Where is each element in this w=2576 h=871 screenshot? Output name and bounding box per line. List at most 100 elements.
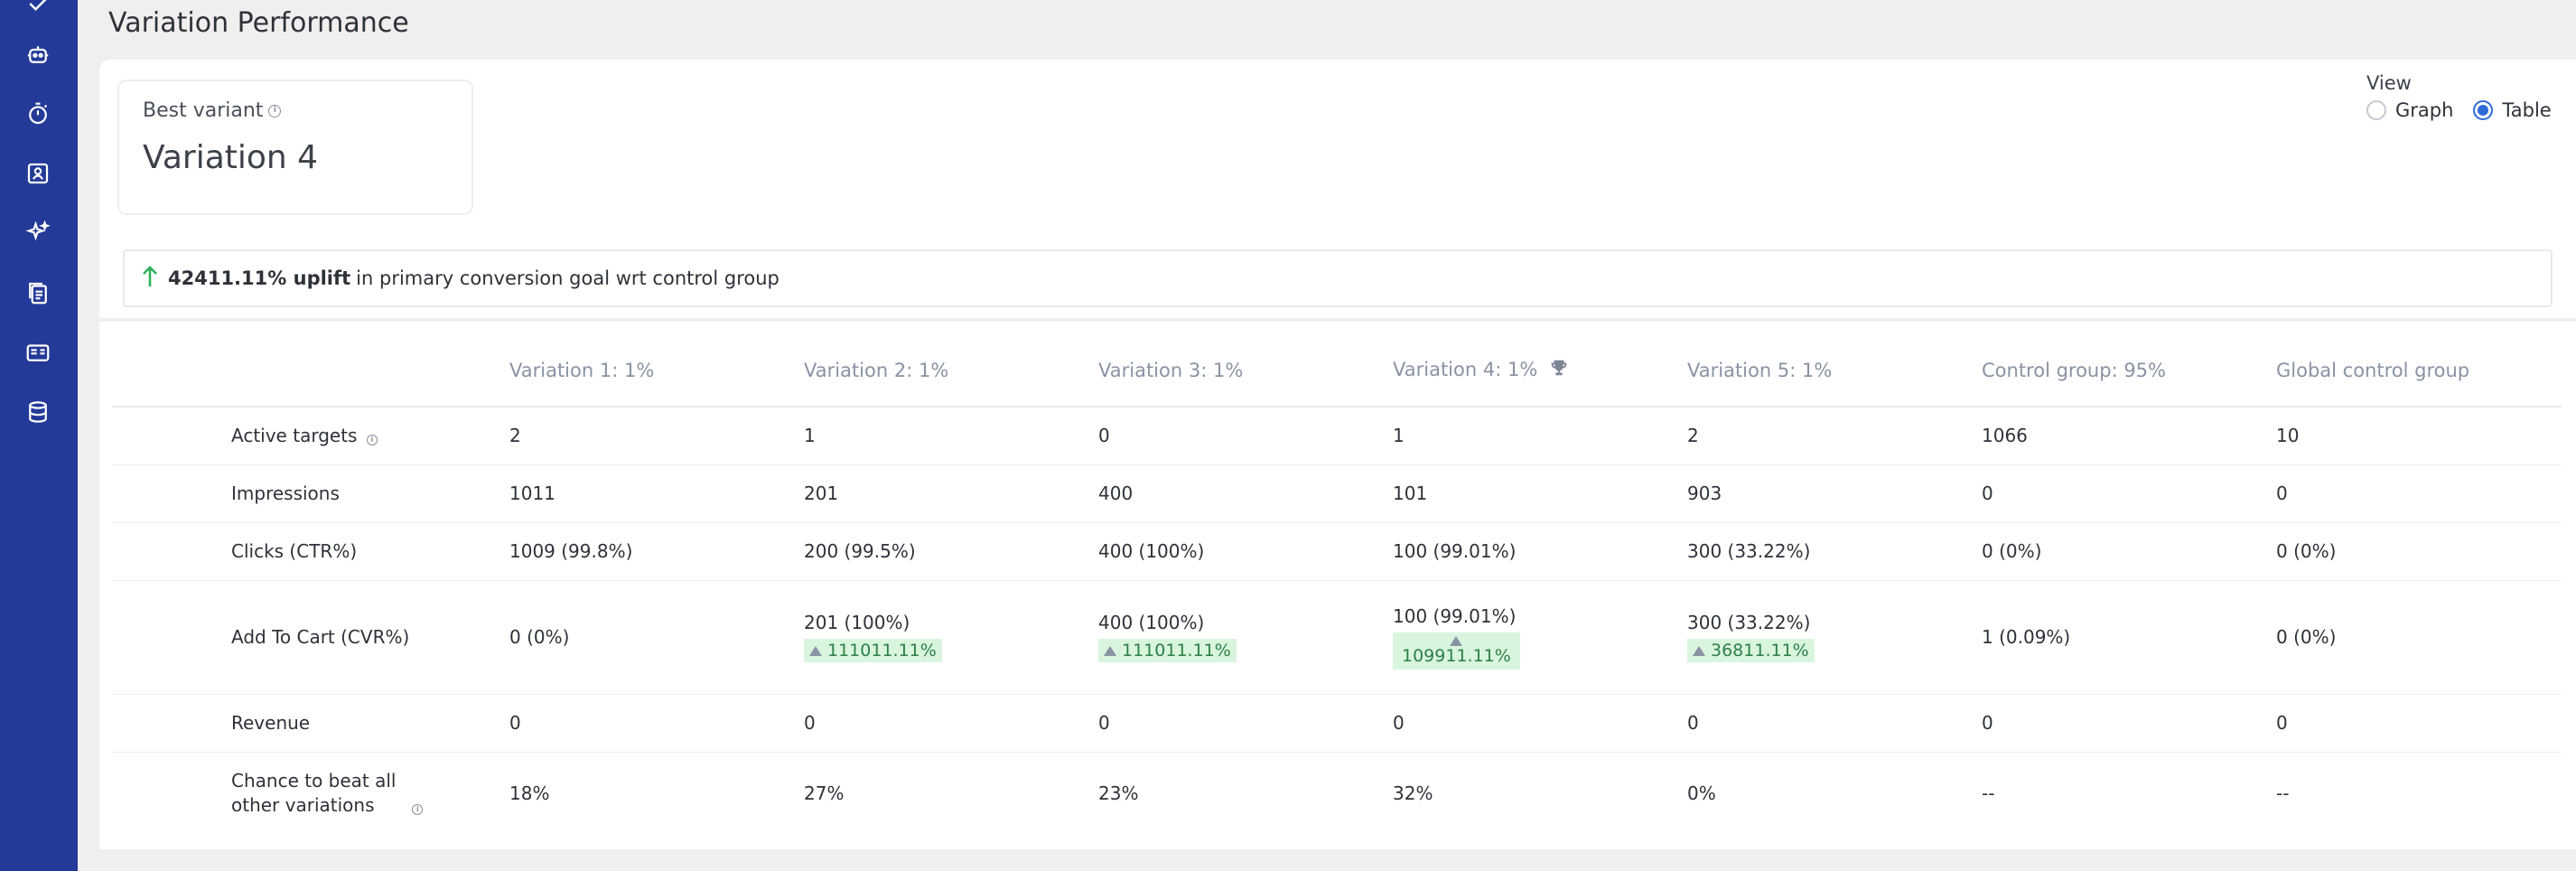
row-label: Clicks (CTR%) bbox=[112, 522, 509, 581]
row-label: Impressions bbox=[112, 464, 509, 523]
view-label: View bbox=[2366, 72, 2412, 94]
table-cell: 32% bbox=[1393, 782, 1433, 805]
uplift-banner: 42411.11% uplift in primary conversion g… bbox=[123, 249, 2553, 307]
cell-value: 100 (99.01%) bbox=[1393, 604, 1517, 627]
column-header: Variation 5: 1% bbox=[1687, 334, 1982, 407]
cell-value: 201 (100%) bbox=[804, 612, 910, 633]
table-cell: 0 (0%) bbox=[2276, 580, 2562, 695]
triangle-up-icon bbox=[1450, 635, 1463, 646]
triangle-up-icon bbox=[1693, 645, 1705, 656]
table-cell: 0 bbox=[1982, 464, 2276, 523]
table-row: Clicks (CTR%) 1009 (99.8%) 200 (99.5%) 4… bbox=[112, 522, 2562, 581]
table-cell: 0 (0%) bbox=[1982, 522, 2276, 581]
triangle-up-icon bbox=[809, 645, 822, 656]
column-header: Variation 1: 1% bbox=[509, 334, 804, 407]
table-cell: 300 (33.22%) bbox=[1687, 522, 1982, 581]
id-card-icon[interactable] bbox=[20, 334, 56, 370]
table-cell: 0 bbox=[804, 694, 1098, 753]
row-label-text: Active targets bbox=[231, 425, 358, 447]
table-cell: -- bbox=[2276, 782, 2290, 805]
table-header-empty bbox=[112, 334, 509, 407]
table-cell: 1011 bbox=[509, 464, 804, 523]
table-cell: -- bbox=[1982, 782, 1995, 805]
uplift-badge-text: 109911.11% bbox=[1402, 645, 1511, 666]
graph-radio[interactable] bbox=[2366, 100, 2386, 120]
cell-value: 300 (33.22%) bbox=[1687, 612, 1811, 633]
arrow-up-icon bbox=[141, 265, 159, 293]
contact-card-icon[interactable] bbox=[20, 155, 56, 192]
info-icon[interactable]: i bbox=[412, 804, 424, 816]
row-label-text: Chance to beat all other variations bbox=[231, 770, 397, 817]
uplift-badge: 111011.11% bbox=[1098, 639, 1237, 662]
table-cell: 201 bbox=[804, 464, 1098, 523]
table-cell: 27% bbox=[804, 782, 845, 805]
table-cell: 0 bbox=[1098, 694, 1393, 753]
sparkle-icon[interactable] bbox=[20, 215, 56, 251]
table-row: Impressions 1011 201 400 101 903 0 0 bbox=[112, 464, 2562, 523]
robot-icon[interactable] bbox=[20, 36, 56, 72]
info-icon[interactable]: i bbox=[366, 435, 378, 446]
table-cell: 300 (33.22%) 36811.11% bbox=[1687, 580, 1982, 695]
table-cell: 0 bbox=[2276, 694, 2562, 753]
table-row: Add To Cart (CVR%) 0 (0%) 201 (100%) 111… bbox=[112, 580, 2562, 695]
timer-icon[interactable] bbox=[20, 96, 56, 132]
column-header-best: Variation 4: 1% bbox=[1393, 334, 1687, 407]
collapse-icon[interactable] bbox=[20, 0, 56, 22]
table-cell: 0 bbox=[1687, 694, 1982, 753]
table-cell: 0 (0%) bbox=[509, 580, 804, 695]
table-cell: 0% bbox=[1687, 782, 1716, 805]
table-cell: 1 bbox=[804, 407, 1098, 465]
uplift-value: 42411.11% uplift bbox=[168, 267, 351, 289]
uplift-badge-text: 36811.11% bbox=[1711, 641, 1809, 660]
table-cell: 0 bbox=[2276, 464, 2562, 523]
view-option-graph[interactable]: Graph bbox=[2366, 99, 2453, 121]
copy-documents-icon[interactable] bbox=[20, 275, 56, 311]
view-option-table[interactable]: Table bbox=[2473, 99, 2552, 121]
view-toggle: Graph Table bbox=[2366, 99, 2562, 121]
uplift-text: in primary conversion goal wrt control g… bbox=[356, 267, 779, 289]
table-row: Active targets i 2 1 0 1 2 1066 10 bbox=[112, 407, 2562, 465]
table-cell: 200 (99.5%) bbox=[804, 522, 1098, 581]
column-header: Variation 2: 1% bbox=[804, 334, 1098, 407]
table-cell: 0 bbox=[509, 694, 804, 753]
table-cell: 2 bbox=[509, 407, 804, 465]
column-header: Global control group bbox=[2276, 334, 2562, 407]
graph-radio-label[interactable]: Graph bbox=[2395, 99, 2454, 121]
table-cell: 10 bbox=[2276, 407, 2562, 465]
table-cell: 1009 (99.8%) bbox=[509, 522, 804, 581]
uplift-badge-text: 111011.11% bbox=[827, 641, 937, 660]
trophy-icon bbox=[1549, 358, 1569, 382]
table-cell: 18% bbox=[509, 782, 550, 805]
uplift-badge: 36811.11% bbox=[1687, 639, 1815, 662]
column-header-label: Variation 4: 1% bbox=[1393, 359, 1538, 380]
table-cell: 1066 bbox=[1982, 407, 2276, 465]
table-radio-label[interactable]: Table bbox=[2502, 99, 2552, 121]
row-label: Add To Cart (CVR%) bbox=[112, 580, 509, 695]
table-cell: 0 bbox=[1982, 694, 2276, 753]
table-cell: 0 bbox=[1098, 407, 1393, 465]
table-radio[interactable] bbox=[2473, 100, 2494, 120]
table-cell: 903 bbox=[1687, 464, 1982, 523]
performance-table-card: Variation 1: 1% Variation 2: 1% Variatio… bbox=[99, 322, 2576, 849]
uplift-badge-text: 111011.11% bbox=[1122, 641, 1231, 660]
table-cell: 400 bbox=[1098, 464, 1393, 523]
table-cell: 1 bbox=[1393, 407, 1687, 465]
table-cell: 1 (0.09%) bbox=[1982, 580, 2276, 695]
table-cell: 100 (99.01%) bbox=[1393, 522, 1687, 581]
column-header: Variation 3: 1% bbox=[1098, 334, 1393, 407]
best-variant-header: Best variant i bbox=[143, 99, 282, 122]
table-cell: 400 (100%) bbox=[1098, 522, 1393, 581]
table-cell: 400 (100%) 111011.11% bbox=[1098, 580, 1393, 695]
table-row: Chance to beat all other variations i 18… bbox=[112, 752, 2562, 835]
cell-value: 400 (100%) bbox=[1098, 612, 1205, 633]
info-icon[interactable]: i bbox=[268, 104, 282, 117]
sidebar bbox=[0, 0, 78, 871]
table-cell: 0 bbox=[1393, 694, 1687, 753]
table-cell: 201 (100%) 111011.11% bbox=[804, 580, 1098, 695]
best-variant-value: Variation 4 bbox=[143, 139, 319, 176]
page-title: Variation Performance bbox=[108, 7, 409, 39]
table-cell: 101 bbox=[1393, 464, 1687, 523]
row-label: Active targets i bbox=[112, 407, 509, 465]
triangle-up-icon bbox=[1104, 645, 1116, 656]
database-icon[interactable] bbox=[20, 394, 56, 430]
